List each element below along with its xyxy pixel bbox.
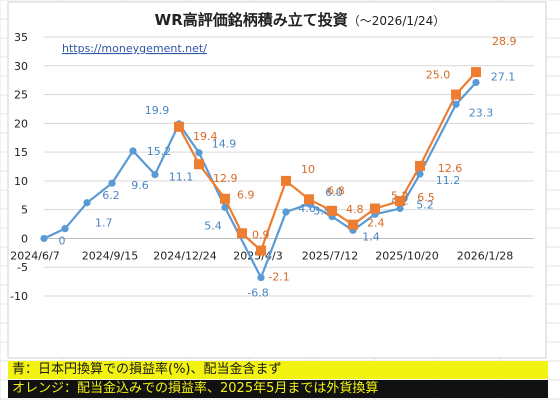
data-label: 12.9 [213,172,238,185]
y-tick-label: 20 [14,117,28,130]
data-label: 5.2 [416,199,434,212]
data-point [129,147,137,155]
data-point [348,219,358,230]
y-tick-label: 0 [21,232,28,245]
data-point [452,100,460,108]
y-tick-label: 5 [21,204,28,217]
data-label: 25.0 [426,69,451,82]
data-point [472,78,480,87]
data-point [281,175,291,186]
data-label: 19.9 [145,104,170,117]
data-label: 15.2 [147,145,172,158]
data-label: -6.8 [247,287,268,300]
data-point [282,208,290,216]
y-tick-label: 35 [14,31,28,44]
data-point [40,234,48,243]
y-tick-label: 10 [14,175,28,188]
chart-title-main: WR高評価銘柄積み立て投資 [155,11,348,29]
orange-series-note: オレンジ：配当金込みでの損益率、2025年5月までは外貨換算 [8,380,548,398]
data-label: 6.2 [102,189,120,202]
data-label: 2.4 [367,217,385,230]
data-point [151,170,159,179]
data-point [195,149,203,157]
data-label: 28.9 [492,35,517,48]
data-point [395,196,405,207]
data-point [451,89,461,100]
data-label: 23.3 [469,106,494,119]
y-tick-label: -10 [10,290,28,303]
data-point [237,228,247,239]
data-point [256,245,266,256]
data-point [304,194,314,205]
data-point [61,225,69,233]
data-point [415,160,425,171]
data-label: 0.9 [252,228,270,241]
data-point [396,204,404,213]
data-point [174,121,184,132]
data-point [221,203,229,211]
data-label: 9.6 [131,179,149,192]
data-point [471,67,481,78]
data-point [83,199,91,207]
data-point [327,205,337,216]
y-tick-label: -5 [17,261,28,274]
data-label: 6.0 [325,186,343,199]
data-point [416,170,424,178]
data-point [194,159,204,170]
x-tick-label: 2024/12/24 [153,249,216,262]
data-label: 6.5 [417,191,435,204]
data-point [370,203,380,214]
data-label: 5.4 [204,219,222,232]
data-label: 0 [59,234,66,247]
x-tick-label: 2024/6/7 [10,249,59,262]
chart-title: WR高評価銘柄積み立て投資（～2026/1/24） [155,11,446,29]
series-line [178,71,477,253]
x-tick-label: 2025/10/20 [375,249,438,262]
chart-title-suffix: （～2026/1/24） [348,14,446,28]
y-axis: 35 30 25 20 15 10 5 0 -5 -10 [10,31,28,303]
x-tick-label: 2025/7/12 [302,249,358,262]
data-label: 1.4 [362,230,380,243]
data-label: 14.9 [212,138,237,151]
data-label: 11.1 [169,171,194,184]
data-label: 12.6 [438,162,463,175]
series-blue: 01.76.29.615.211.119.914.95.4-6.84.66.03… [40,70,516,300]
x-tick-label: 2024/9/15 [82,249,138,262]
x-tick-label: 2026/1/28 [457,249,513,262]
series-orange: 19.4 12.9 6.9 0.9 -2.1 10 6.84.82.4 5.2 6.5 12.6 2… [174,35,517,284]
data-label: 1.7 [95,217,113,230]
data-label: 11.2 [436,174,461,187]
y-tick-label: 15 [14,146,28,159]
data-label: 6.9 [237,189,255,202]
data-point [220,193,230,204]
data-label: 10 [301,163,315,176]
x-axis: 2024/6/7 2024/9/15 2024/12/24 2025/4/3 2025/… [10,249,513,262]
source-url[interactable]: https://moneygement.net/ [62,42,207,55]
data-label: 27.1 [491,70,516,83]
data-point [257,273,265,282]
data-point [108,179,116,187]
y-tick-label: 25 [14,89,28,102]
y-tick-label: 30 [14,60,28,73]
data-label: 4.8 [346,203,364,216]
data-label: 6.8 [327,184,345,197]
blue-series-note: 青：日本円換算での損益率(%)、配当金含まず [8,361,548,379]
data-label: -2.1 [268,271,289,284]
data-label: 19.4 [193,130,218,143]
